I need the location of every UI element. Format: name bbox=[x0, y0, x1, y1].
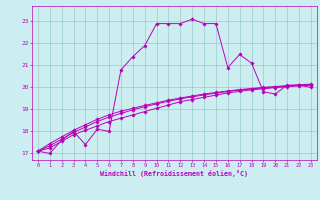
X-axis label: Windchill (Refroidissement éolien,°C): Windchill (Refroidissement éolien,°C) bbox=[100, 170, 248, 177]
